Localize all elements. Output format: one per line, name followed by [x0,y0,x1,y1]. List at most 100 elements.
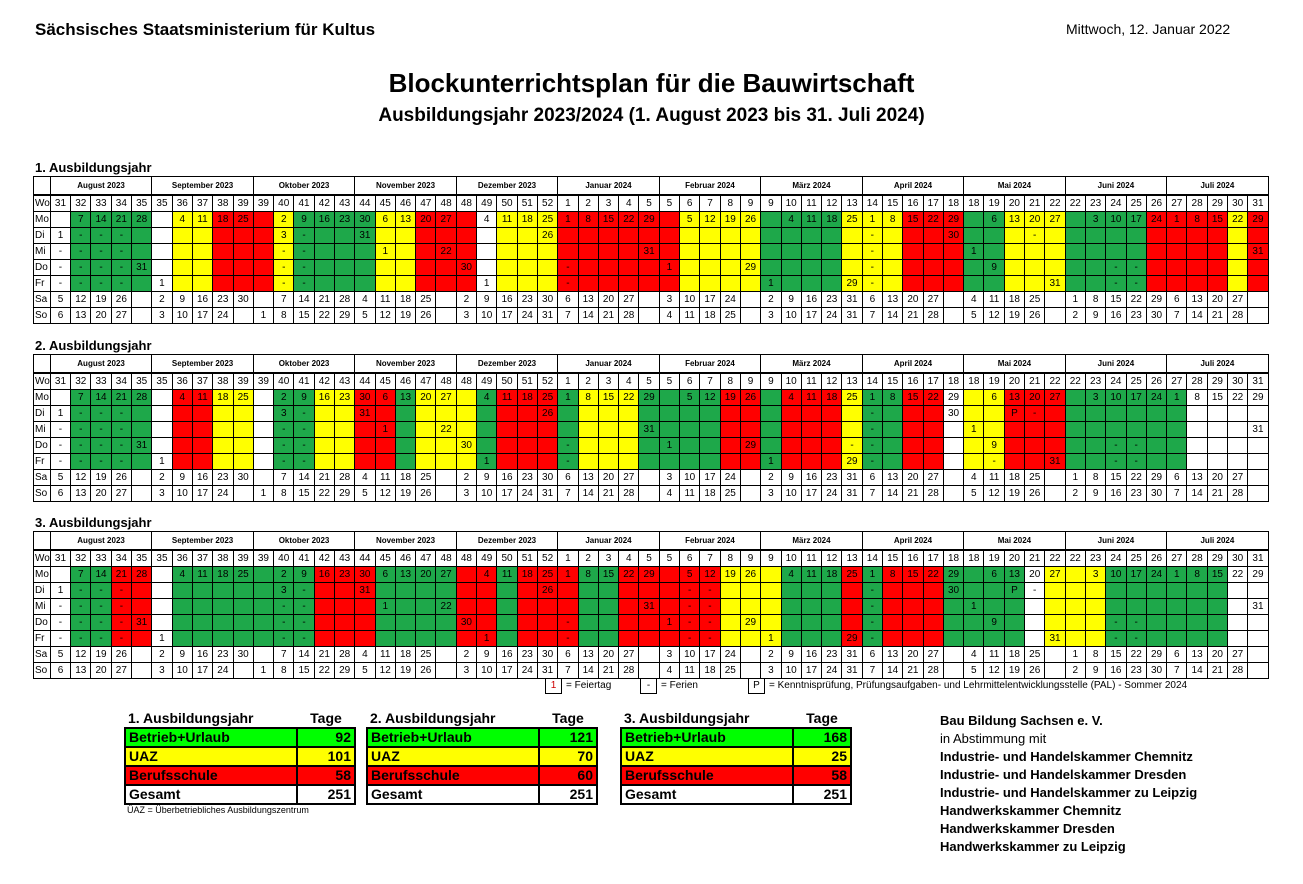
weekend-cell [435,662,457,679]
day-cell: 21 [110,566,133,583]
day-cell: - [861,227,884,244]
day-cell [902,405,924,422]
day-cell: 22 [922,389,944,406]
weekend-cell: 30 [232,291,254,308]
day-cell [800,275,823,292]
day-cell [1206,582,1229,599]
month-header: Februar 2024 [658,176,762,196]
day-cell [1125,598,1147,615]
day-cell [983,630,1005,647]
day-cell [1186,405,1208,422]
day-cell [374,437,396,454]
week-number: 31 [1247,372,1269,390]
week-number: 52 [536,194,559,212]
row-label-so: So [33,485,51,502]
day-cell [658,275,681,292]
day-cell [983,582,1005,599]
week-number: 9 [739,549,762,567]
day-cell [49,389,72,406]
weekend-cell [1247,291,1269,308]
day-cell [455,275,478,292]
day-cell [1044,582,1066,599]
month-header: Oktober 2023 [252,354,356,374]
day-cell: 29 [942,566,965,583]
weekend-cell: 7 [861,662,884,679]
summary-tage-header: Tage [552,710,584,726]
week-number: 51 [516,549,538,567]
day-cell: 10 [1105,566,1127,583]
weekend-cell: 4 [963,469,985,486]
day-cell: 31 [131,259,153,276]
day-cell: 29 [739,259,762,276]
day-cell: - [861,630,884,647]
day-cell [476,243,498,260]
day-cell [699,405,721,422]
day-cell [1064,453,1086,470]
day-cell: 29 [942,211,965,228]
day-cell [902,421,924,438]
weekend-cell: 14 [577,485,599,502]
day-cell: - [861,405,884,422]
weekend-cell: 13 [70,485,92,502]
uaz-footnote: ÜAZ = Überbetriebliches Ausbildungszentr… [127,805,309,815]
day-cell [415,437,437,454]
weekend-cell: 16 [800,646,823,663]
day-cell: 13 [394,389,417,406]
weekend-cell [131,485,153,502]
weekend-cell: 13 [1186,646,1208,663]
weekend-cell [942,291,965,308]
weekend-cell: 11 [983,291,1005,308]
day-cell: - [110,582,133,599]
week-number: 47 [415,549,437,567]
weekend-cell: 6 [1166,469,1188,486]
day-cell [333,453,356,470]
day-cell: - [699,582,721,599]
day-cell: 1 [374,243,396,260]
day-cell: 22 [435,421,457,438]
weekend-cell: 2 [760,291,782,308]
day-cell [841,421,863,438]
day-cell [983,243,1005,260]
day-cell [415,259,437,276]
day-cell: 31 [1247,598,1269,615]
day-cell [374,614,396,631]
weekend-cell: 12 [374,485,396,502]
weekend-cell: 20 [902,646,924,663]
weekend-cell: 29 [1145,646,1168,663]
week-number: 18 [942,372,965,390]
row-label-so: So [33,662,51,679]
year1-calendar: August 2023 September 2023 Oktober 2023 Nov… [33,176,1269,324]
day-cell [1186,243,1208,260]
weekend-cell: 10 [171,485,193,502]
day-cell [902,259,924,276]
day-cell: - [90,421,112,438]
weekend-cell: 30 [1145,662,1168,679]
day-cell: 9 [293,566,315,583]
week-number: 14 [861,372,884,390]
weekend-cell: 22 [313,662,335,679]
day-cell [760,259,782,276]
summary-tage-header: Tage [310,710,342,726]
day-cell [151,243,173,260]
summary-label: Gesamt [620,784,794,805]
legend-holiday: 1 = Feiertag [545,678,611,694]
day-cell [942,598,965,615]
weekend-cell: 9 [476,469,498,486]
day-cell [557,582,579,599]
day-cell [394,582,417,599]
day-cell [191,421,214,438]
month-header: April 2024 [861,354,965,374]
weekend-cell: 5 [49,646,72,663]
weekend-cell: 26 [1024,662,1046,679]
weekend-cell: 25 [1024,291,1046,308]
row-label-mo: Mo [33,211,51,228]
day-cell [394,453,417,470]
week-number: 9 [760,372,782,390]
summary-tage-header: Tage [806,710,838,726]
week-number: 20 [1003,372,1026,390]
day-cell: 29 [1247,211,1269,228]
weekend-cell: 11 [983,646,1005,663]
weekend-cell: 2 [151,291,173,308]
weekend-cell: 27 [1227,646,1249,663]
day-cell [354,453,376,470]
